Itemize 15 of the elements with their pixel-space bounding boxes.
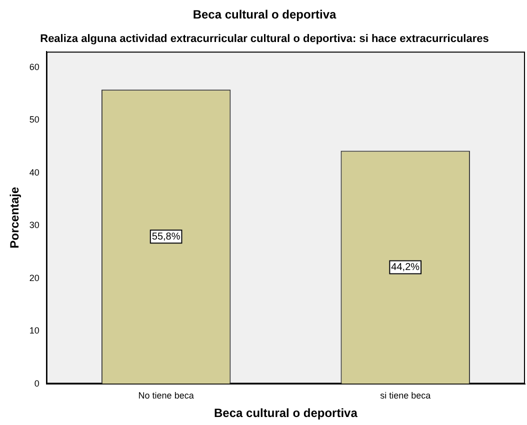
x-axis-title: Beca cultural o deportiva (214, 406, 358, 420)
y-tick-label: 0 (34, 378, 40, 388)
y-tick-label: 60 (29, 62, 40, 72)
y-tick-label: 30 (29, 220, 40, 230)
y-tick-label: 40 (29, 167, 40, 178)
x-tick-label: si tiene beca (380, 390, 431, 401)
y-tick-label: 10 (29, 326, 40, 336)
data-label: 55,8% (152, 231, 180, 242)
x-tick-label: No tiene beca (138, 390, 194, 401)
y-axis-title: Porcentaje (8, 186, 22, 248)
y-tick-label: 50 (29, 114, 40, 125)
chart-title: Beca cultural o deportiva (192, 8, 337, 22)
chart-subtitle: Realiza alguna actividad extracurricular cultural o deportiva: si hace extracurriculares (40, 33, 489, 46)
y-tick-label: 20 (29, 272, 40, 283)
data-label: 44,2% (391, 262, 420, 274)
